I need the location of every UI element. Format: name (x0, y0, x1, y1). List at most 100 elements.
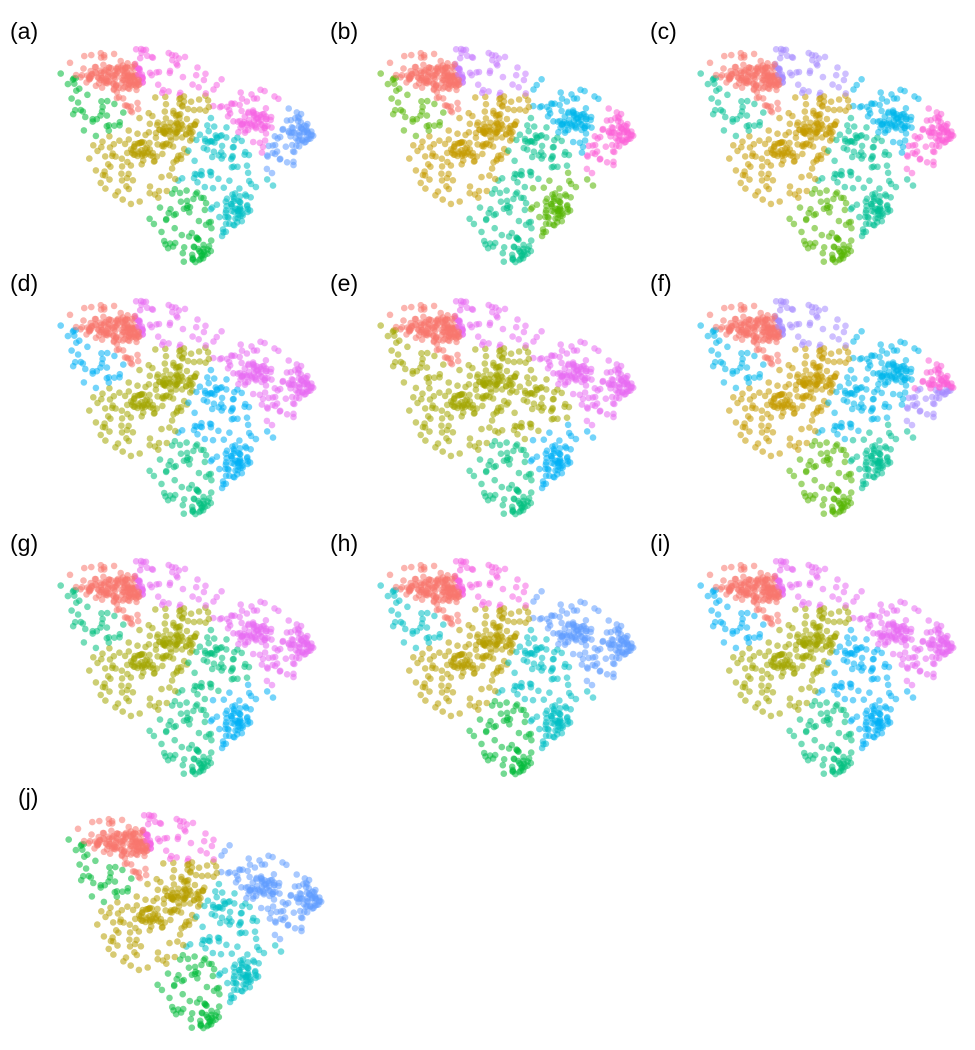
cluster-point (285, 105, 292, 112)
cluster-point (834, 64, 841, 71)
cluster-point (80, 127, 88, 134)
cluster-point (210, 375, 218, 382)
cluster-point (490, 463, 498, 471)
cluster-point (492, 386, 500, 393)
cluster-point (179, 249, 187, 257)
cluster-point (742, 75, 750, 83)
cluster-point (503, 439, 510, 446)
cluster-point (91, 575, 99, 583)
cluster-point (223, 124, 230, 131)
cluster-point (135, 65, 142, 72)
cluster-point (128, 315, 136, 323)
cluster-point (187, 98, 195, 105)
cluster-point (391, 80, 398, 87)
cluster-point (297, 362, 305, 370)
cluster-point (518, 419, 525, 427)
cluster-point (68, 607, 75, 614)
cluster-point (431, 352, 438, 360)
cluster-point (106, 133, 113, 140)
cluster-point (196, 131, 204, 138)
cluster-point (462, 131, 469, 139)
cluster-point (740, 61, 747, 69)
cluster-point (524, 122, 531, 129)
cluster-point (478, 425, 485, 433)
cluster-point (129, 689, 137, 696)
cluster-point (123, 435, 130, 442)
cluster-point (543, 195, 551, 202)
cluster-point (765, 422, 772, 430)
cluster-point (824, 105, 832, 113)
cluster-point (775, 76, 783, 84)
cluster-point (473, 373, 481, 381)
cluster-point (730, 142, 737, 149)
cluster-point (219, 226, 227, 233)
cluster-point (402, 113, 409, 121)
cluster-point (835, 217, 843, 225)
cluster-point (596, 156, 604, 163)
cluster-point (146, 120, 154, 128)
cluster-point (218, 103, 225, 110)
cluster-point (475, 446, 482, 453)
cluster-point (550, 198, 557, 205)
cluster-point (520, 194, 527, 202)
cluster-point (156, 204, 164, 211)
cluster-point (202, 451, 210, 459)
cluster-point (786, 69, 794, 77)
cluster-point (812, 304, 819, 311)
cluster-point (808, 442, 816, 449)
cluster-point (422, 75, 430, 83)
cluster-point (493, 60, 500, 67)
cluster-point (392, 323, 400, 331)
cluster-point (451, 395, 458, 402)
cluster-point (504, 105, 512, 113)
cluster-point (105, 374, 113, 381)
cluster-point (111, 612, 118, 620)
cluster-point (512, 442, 520, 450)
cluster-point (86, 407, 93, 414)
cluster-point (789, 364, 796, 372)
cluster-point (423, 364, 431, 371)
cluster-point (732, 82, 740, 90)
cluster-point (152, 606, 159, 613)
cluster-point (183, 709, 191, 717)
cluster-point (202, 582, 209, 590)
cluster-point (875, 380, 882, 388)
cluster-point (908, 169, 916, 177)
cluster-point (759, 337, 767, 344)
cluster-point (165, 340, 172, 347)
cluster-point (746, 176, 753, 183)
cluster-point (810, 211, 818, 219)
cluster-point (135, 76, 143, 84)
cluster-point (290, 413, 297, 421)
cluster-point (180, 510, 188, 517)
cluster-point (215, 175, 222, 183)
cluster-point (901, 137, 909, 144)
cluster-point (397, 358, 405, 366)
cluster-point (865, 358, 873, 366)
cluster-point (268, 169, 276, 177)
cluster-point (263, 688, 271, 695)
cluster-point (865, 106, 873, 114)
cluster-point (765, 379, 772, 386)
cluster-point (439, 448, 446, 455)
cluster-point (187, 350, 195, 357)
cluster-point (930, 161, 937, 169)
cluster-point (510, 106, 518, 114)
cluster-point (892, 435, 900, 443)
cluster-point (908, 421, 916, 429)
cluster-point (195, 469, 203, 477)
cluster-point (844, 374, 851, 381)
cluster-point (183, 439, 190, 446)
cluster-point (571, 122, 579, 129)
cluster-point (865, 466, 872, 474)
cluster-point (831, 409, 838, 417)
cluster-point (264, 153, 271, 160)
cluster-point (863, 195, 871, 202)
cluster-point (529, 436, 537, 444)
cluster-point (850, 123, 858, 130)
cluster-point (218, 142, 226, 150)
cluster-point (180, 496, 188, 503)
cluster-point (829, 508, 836, 515)
cluster-point (99, 390, 106, 397)
cluster-point (711, 332, 718, 339)
